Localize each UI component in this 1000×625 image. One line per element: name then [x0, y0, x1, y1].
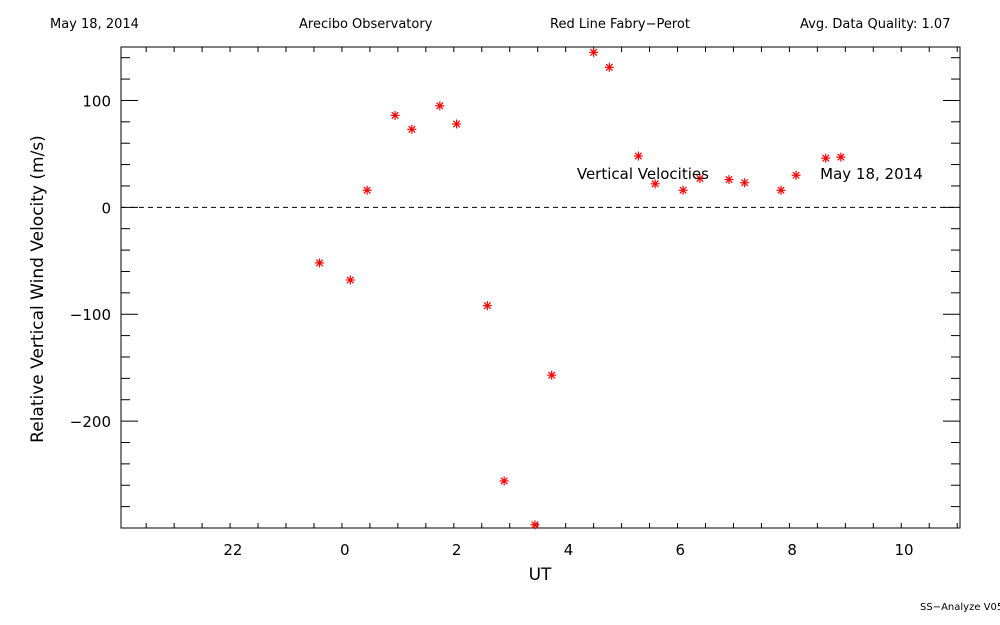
y-tick-label: 100 — [82, 92, 111, 110]
data-point — [452, 119, 462, 129]
data-point — [499, 476, 509, 486]
x-tick-label: 8 — [787, 541, 797, 559]
data-point — [315, 258, 325, 268]
data-point — [740, 178, 750, 188]
header-instrument: Red Line Fabry−Perot — [550, 17, 690, 32]
data-point — [407, 124, 417, 134]
y-axis-label: Relative Vertical Wind Velocity (m/s) — [28, 135, 48, 443]
x-tick-label: 22 — [223, 541, 242, 559]
chart-annotation: Vertical Velocities — [577, 165, 709, 183]
header-date: May 18, 2014 — [50, 17, 139, 32]
tick-marks — [121, 47, 960, 529]
chart-annotations: Vertical Velocities May 18, 2014 — [577, 165, 923, 183]
data-point — [633, 151, 643, 161]
data-markers — [315, 47, 846, 530]
x-tick-label: 2 — [452, 541, 462, 559]
x-tick-label: 6 — [676, 541, 686, 559]
header-observatory: Arecibo Observatory — [299, 17, 433, 32]
header-data-quality: Avg. Data Quality: 1.07 — [800, 17, 951, 32]
data-point — [836, 152, 846, 162]
data-point — [678, 185, 688, 195]
y-tick-label: −200 — [70, 413, 111, 431]
y-tick-label: 0 — [101, 199, 111, 217]
software-version-label: SS−Analyze V05 — [920, 602, 1000, 613]
data-point — [547, 370, 557, 380]
data-point — [345, 275, 355, 285]
data-point — [695, 173, 705, 183]
y-tick-label: −100 — [70, 306, 111, 324]
data-point — [776, 185, 786, 195]
chart-annotation: May 18, 2014 — [820, 165, 923, 183]
data-point — [530, 520, 540, 530]
data-point — [482, 301, 492, 311]
data-point — [589, 47, 599, 57]
data-point — [821, 153, 831, 163]
tick-labels: 22 0 2 4 6 8 10 100 0 −100 −200 — [70, 92, 914, 559]
data-point — [650, 179, 660, 189]
data-point — [604, 62, 614, 72]
x-axis-label: UT — [529, 565, 552, 585]
x-tick-label: 10 — [895, 541, 914, 559]
x-tick-label: 0 — [340, 541, 350, 559]
data-point — [435, 101, 445, 111]
data-point — [724, 175, 734, 185]
plot-frame — [120, 46, 961, 529]
data-point — [362, 185, 372, 195]
x-tick-label: 4 — [564, 541, 574, 559]
data-point — [390, 110, 400, 120]
data-point — [791, 170, 801, 180]
